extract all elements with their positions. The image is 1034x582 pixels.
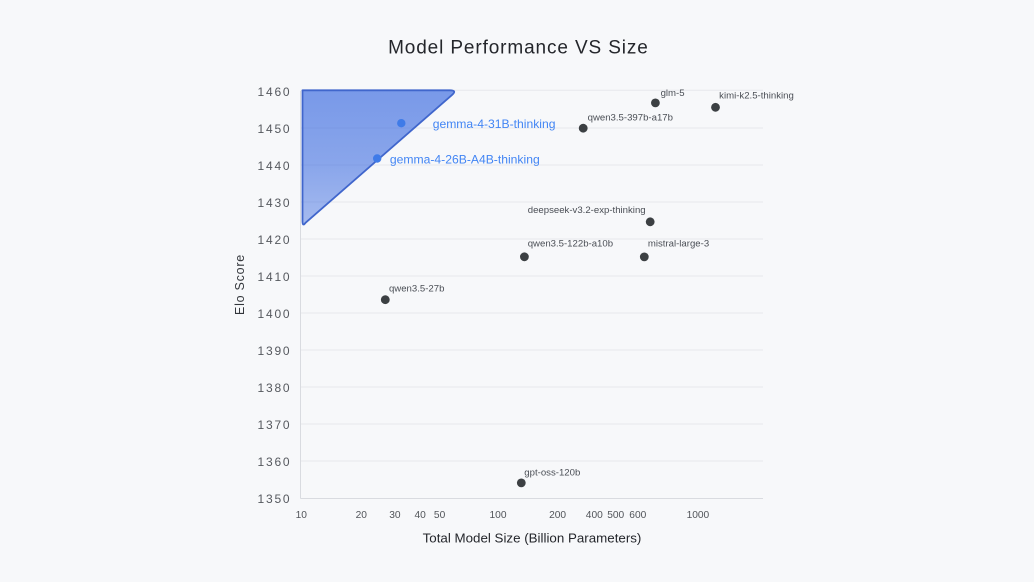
svg-text:50: 50 <box>434 510 446 521</box>
svg-text:Elo Score: Elo Score <box>233 254 247 315</box>
svg-text:1350: 1350 <box>258 492 292 506</box>
svg-text:qwen3.5-397b-a17b: qwen3.5-397b-a17b <box>588 112 673 123</box>
svg-text:1420: 1420 <box>258 233 292 247</box>
svg-text:1370: 1370 <box>258 418 292 432</box>
svg-text:10: 10 <box>296 510 308 521</box>
svg-text:200: 200 <box>549 510 566 521</box>
svg-text:glm-5: glm-5 <box>661 88 685 99</box>
svg-text:1450: 1450 <box>258 122 292 136</box>
svg-text:1410: 1410 <box>258 270 292 284</box>
svg-text:1380: 1380 <box>258 381 292 395</box>
svg-text:Total Model Size (Billion Para: Total Model Size (Billion Parameters) <box>423 531 642 546</box>
svg-text:mistral-large-3: mistral-large-3 <box>648 239 709 250</box>
svg-text:gpt-oss-120b: gpt-oss-120b <box>524 467 580 478</box>
svg-text:30: 30 <box>389 510 401 521</box>
svg-text:100: 100 <box>490 510 507 521</box>
svg-text:1430: 1430 <box>258 196 292 210</box>
svg-text:600: 600 <box>629 510 646 521</box>
svg-text:1400: 1400 <box>258 307 292 321</box>
svg-text:qwen3.5-122b-a10b: qwen3.5-122b-a10b <box>528 239 613 250</box>
svg-text:1360: 1360 <box>258 455 292 469</box>
svg-text:1460: 1460 <box>258 85 292 99</box>
svg-text:deepseek-v3.2-exp-thinking: deepseek-v3.2-exp-thinking <box>528 205 646 216</box>
svg-text:kimi-k2.5-thinking: kimi-k2.5-thinking <box>719 91 794 102</box>
svg-text:400: 400 <box>586 510 603 521</box>
svg-text:500: 500 <box>607 510 624 521</box>
svg-text:gemma-4-31B-thinking: gemma-4-31B-thinking <box>433 117 556 131</box>
svg-text:1000: 1000 <box>687 510 710 521</box>
svg-text:gemma-4-26B-A4B-thinking: gemma-4-26B-A4B-thinking <box>390 153 540 167</box>
svg-text:40: 40 <box>415 510 427 521</box>
svg-text:1390: 1390 <box>258 344 292 358</box>
svg-text:1440: 1440 <box>258 159 292 173</box>
svg-text:qwen3.5-27b: qwen3.5-27b <box>389 283 444 294</box>
svg-text:20: 20 <box>356 510 368 521</box>
svg-text:Model Performance VS Size: Model Performance VS Size <box>388 38 649 59</box>
